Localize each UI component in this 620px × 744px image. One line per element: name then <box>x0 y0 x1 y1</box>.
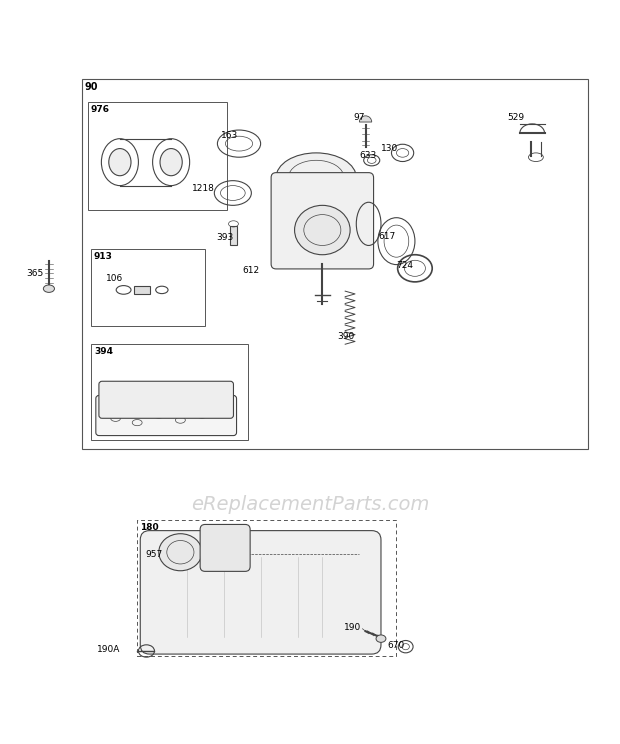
Wedge shape <box>360 116 372 122</box>
Text: 957: 957 <box>145 550 162 559</box>
Bar <box>230 226 237 245</box>
Bar <box>91 248 205 326</box>
Text: 390: 390 <box>338 332 355 341</box>
Text: 670: 670 <box>387 641 404 650</box>
Text: 365: 365 <box>26 269 43 278</box>
Text: 163: 163 <box>221 131 237 140</box>
Text: eReplacementParts.com: eReplacementParts.com <box>191 496 429 514</box>
Bar <box>134 286 149 294</box>
Bar <box>91 344 248 440</box>
Ellipse shape <box>276 153 356 202</box>
Text: 976: 976 <box>91 106 110 115</box>
Text: 393: 393 <box>216 233 234 242</box>
Text: 190: 190 <box>344 623 361 632</box>
Text: 90: 90 <box>85 82 98 92</box>
Text: 529: 529 <box>508 113 525 122</box>
Bar <box>82 79 588 449</box>
FancyBboxPatch shape <box>140 530 381 654</box>
FancyBboxPatch shape <box>99 381 234 418</box>
Ellipse shape <box>294 205 350 254</box>
Text: 617: 617 <box>378 231 395 241</box>
Text: 106: 106 <box>106 275 123 283</box>
Ellipse shape <box>159 533 202 571</box>
Text: 1218: 1218 <box>192 184 215 193</box>
Text: 612: 612 <box>242 266 259 275</box>
Bar <box>137 520 396 656</box>
FancyBboxPatch shape <box>200 525 250 571</box>
Text: 633: 633 <box>360 152 376 161</box>
Text: 97: 97 <box>353 113 365 122</box>
Text: 130: 130 <box>381 144 398 153</box>
Ellipse shape <box>43 285 55 292</box>
Ellipse shape <box>108 149 131 176</box>
Text: 394: 394 <box>94 347 113 356</box>
Text: 190A: 190A <box>97 644 120 654</box>
Text: 180: 180 <box>140 523 159 532</box>
Text: 913: 913 <box>94 251 113 260</box>
Text: 724: 724 <box>396 261 414 270</box>
Bar <box>88 102 227 211</box>
Ellipse shape <box>376 635 386 642</box>
Ellipse shape <box>160 149 182 176</box>
FancyBboxPatch shape <box>271 173 374 269</box>
FancyBboxPatch shape <box>96 396 237 435</box>
